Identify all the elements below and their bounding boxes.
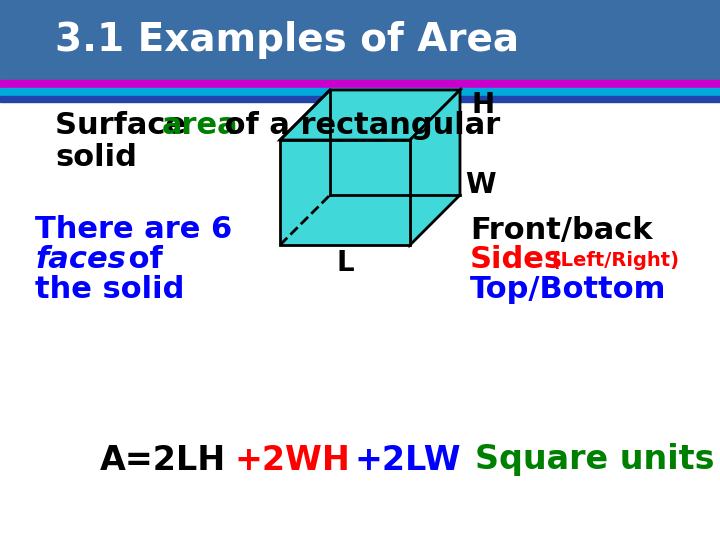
- Bar: [0, 96, 720, 102]
- Bar: [0, 80, 720, 88]
- Bar: [0, 88, 720, 96]
- Text: Front/back: Front/back: [470, 215, 652, 245]
- Text: of a rectangular: of a rectangular: [214, 111, 500, 139]
- Text: (Left/Right): (Left/Right): [545, 251, 679, 269]
- Text: W: W: [465, 171, 495, 199]
- Text: Surface: Surface: [55, 111, 197, 139]
- Text: solid: solid: [55, 143, 137, 172]
- Text: +2LW: +2LW: [355, 443, 462, 476]
- Bar: [0, 0, 720, 80]
- Text: the solid: the solid: [35, 275, 184, 305]
- Text: Top/Bottom: Top/Bottom: [470, 275, 667, 305]
- Polygon shape: [410, 90, 460, 245]
- Text: A=2LH: A=2LH: [100, 443, 226, 476]
- Text: +2WH: +2WH: [235, 443, 351, 476]
- Text: L: L: [336, 249, 354, 277]
- Text: Square units: Square units: [475, 443, 714, 476]
- Text: There are 6: There are 6: [35, 215, 233, 245]
- Text: H: H: [472, 91, 495, 119]
- Polygon shape: [280, 140, 410, 245]
- Text: of: of: [118, 246, 163, 274]
- Text: faces: faces: [35, 246, 126, 274]
- Bar: [0, 102, 720, 540]
- Text: 3.1 Examples of Area: 3.1 Examples of Area: [55, 21, 519, 59]
- Text: Sides: Sides: [470, 246, 563, 274]
- Polygon shape: [280, 90, 460, 140]
- Text: area: area: [162, 111, 238, 139]
